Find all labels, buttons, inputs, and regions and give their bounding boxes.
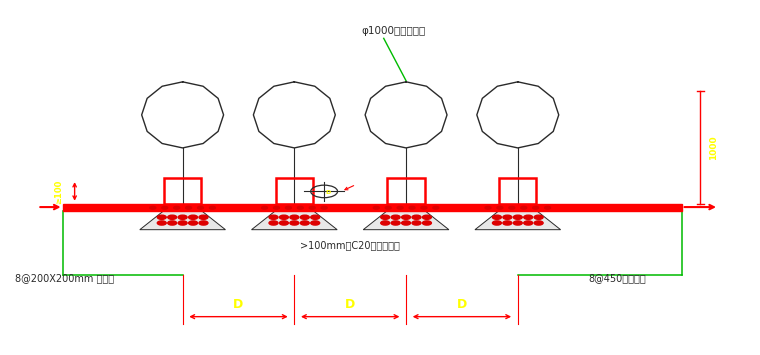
Circle shape bbox=[401, 215, 410, 219]
Circle shape bbox=[497, 206, 503, 209]
Text: 1000: 1000 bbox=[709, 135, 718, 159]
Circle shape bbox=[433, 206, 439, 209]
Circle shape bbox=[178, 215, 187, 219]
Circle shape bbox=[290, 215, 299, 219]
Circle shape bbox=[492, 215, 502, 219]
Circle shape bbox=[199, 215, 208, 219]
Circle shape bbox=[280, 215, 288, 219]
Circle shape bbox=[210, 206, 215, 209]
Text: D: D bbox=[457, 298, 467, 311]
Circle shape bbox=[168, 221, 176, 225]
Circle shape bbox=[311, 221, 320, 225]
Circle shape bbox=[421, 206, 427, 209]
Polygon shape bbox=[475, 211, 561, 230]
Circle shape bbox=[385, 206, 391, 209]
Text: ≥100: ≥100 bbox=[54, 179, 63, 204]
Circle shape bbox=[290, 221, 299, 225]
Circle shape bbox=[178, 221, 187, 225]
Circle shape bbox=[534, 221, 543, 225]
Text: φ1000钉孔灰注桦: φ1000钉孔灰注桦 bbox=[362, 26, 426, 36]
Polygon shape bbox=[363, 211, 449, 230]
Circle shape bbox=[401, 221, 410, 225]
Circle shape bbox=[162, 206, 168, 209]
Circle shape bbox=[509, 206, 515, 209]
Circle shape bbox=[198, 206, 204, 209]
Text: D: D bbox=[233, 298, 244, 311]
Circle shape bbox=[513, 221, 522, 225]
Circle shape bbox=[188, 221, 198, 225]
Circle shape bbox=[174, 206, 179, 209]
Text: >100mm级C20混凝土底层: >100mm级C20混凝土底层 bbox=[300, 240, 401, 250]
Circle shape bbox=[503, 215, 511, 219]
Circle shape bbox=[280, 221, 288, 225]
Circle shape bbox=[274, 206, 280, 209]
Polygon shape bbox=[140, 211, 226, 230]
Text: D: D bbox=[345, 298, 356, 311]
Circle shape bbox=[409, 206, 415, 209]
Circle shape bbox=[533, 206, 539, 209]
Circle shape bbox=[423, 221, 432, 225]
Text: 8@200X200mm 锢筋网: 8@200X200mm 锢筋网 bbox=[15, 273, 114, 283]
Circle shape bbox=[188, 215, 198, 219]
Circle shape bbox=[524, 215, 533, 219]
Circle shape bbox=[300, 215, 309, 219]
Circle shape bbox=[485, 206, 491, 209]
Circle shape bbox=[391, 221, 400, 225]
Bar bbox=[388, 178, 425, 203]
Bar bbox=[164, 178, 201, 203]
Circle shape bbox=[269, 221, 278, 225]
Circle shape bbox=[300, 221, 309, 225]
Circle shape bbox=[157, 221, 166, 225]
Polygon shape bbox=[252, 211, 337, 230]
Circle shape bbox=[261, 206, 268, 209]
Text: D: D bbox=[325, 190, 331, 195]
Circle shape bbox=[412, 215, 421, 219]
Circle shape bbox=[185, 206, 192, 209]
Circle shape bbox=[157, 215, 166, 219]
Circle shape bbox=[199, 221, 208, 225]
Circle shape bbox=[381, 221, 390, 225]
Circle shape bbox=[391, 215, 400, 219]
Circle shape bbox=[423, 215, 432, 219]
Circle shape bbox=[513, 215, 522, 219]
Circle shape bbox=[492, 221, 502, 225]
Circle shape bbox=[373, 206, 379, 209]
Circle shape bbox=[381, 215, 390, 219]
Bar bbox=[499, 178, 537, 203]
Circle shape bbox=[150, 206, 156, 209]
Circle shape bbox=[269, 215, 278, 219]
Text: 8@450间分边筋: 8@450间分边筋 bbox=[588, 273, 646, 283]
Circle shape bbox=[534, 215, 543, 219]
Bar bbox=[63, 203, 682, 211]
Circle shape bbox=[524, 221, 533, 225]
Circle shape bbox=[321, 206, 327, 209]
Circle shape bbox=[521, 206, 527, 209]
Bar bbox=[276, 178, 313, 203]
Circle shape bbox=[286, 206, 291, 209]
Circle shape bbox=[503, 221, 511, 225]
Circle shape bbox=[412, 221, 421, 225]
Circle shape bbox=[297, 206, 303, 209]
Circle shape bbox=[545, 206, 550, 209]
Circle shape bbox=[309, 206, 315, 209]
Circle shape bbox=[311, 215, 320, 219]
Circle shape bbox=[397, 206, 403, 209]
Circle shape bbox=[168, 215, 176, 219]
